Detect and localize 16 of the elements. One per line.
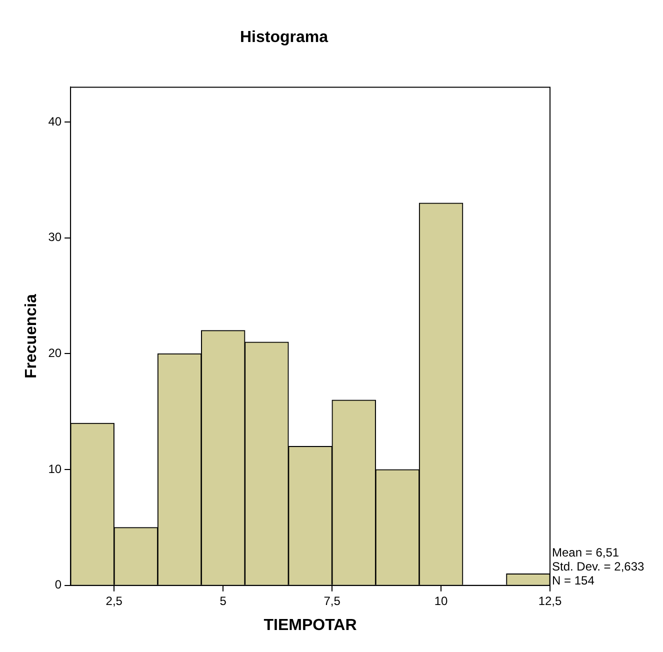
y-axis-title: Frecuencia bbox=[23, 294, 40, 379]
x-axis-title: TIEMPOTAR bbox=[264, 616, 358, 634]
x-tick-label: 12,5 bbox=[538, 594, 562, 608]
y-tick-label: 0 bbox=[54, 578, 62, 592]
y-tick-label: 30 bbox=[48, 230, 62, 244]
y-tick-label: 20 bbox=[48, 346, 62, 360]
text: Std. Dev. = 2,633 bbox=[552, 560, 644, 574]
x-tick-label: 5 bbox=[220, 594, 227, 608]
x-tick-label: 2,5 bbox=[106, 594, 123, 608]
chart-title: Histograma bbox=[240, 29, 328, 46]
text: N = 154 bbox=[552, 574, 595, 588]
text: Mean = 6,51 bbox=[552, 546, 620, 560]
y-tick-label: 40 bbox=[48, 114, 62, 128]
x-tick-label: 10 bbox=[434, 594, 448, 608]
y-tick-label: 10 bbox=[48, 462, 62, 476]
x-tick-label: 7,5 bbox=[324, 594, 341, 608]
